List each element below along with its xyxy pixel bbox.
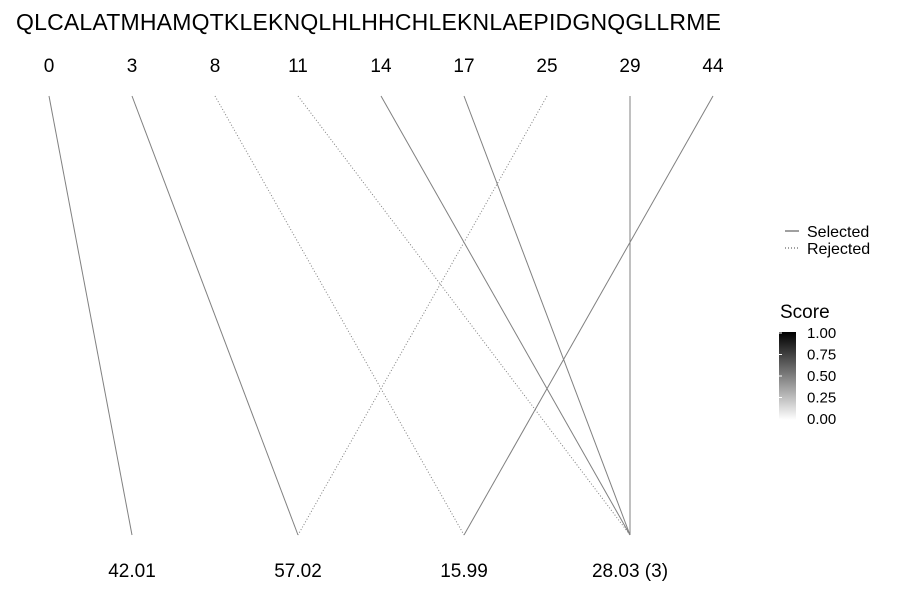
link-line-selected-8 bbox=[463, 95, 714, 536]
score-tick-label-2: 0.50 bbox=[807, 368, 836, 385]
top-position-labels: 0 3 8 11 14 17 25 29 44 bbox=[44, 56, 724, 77]
score-tick-label-3: 0.25 bbox=[807, 390, 836, 407]
bottom-label-2: 15.99 bbox=[440, 561, 488, 582]
bottom-mass-labels: 42.01 57.02 15.99 28.03 (3) bbox=[108, 561, 668, 582]
link-line-selected-1 bbox=[131, 95, 299, 536]
top-label-8: 44 bbox=[702, 56, 724, 77]
link-line-rejected-3 bbox=[297, 95, 631, 536]
link-line-selected-0 bbox=[48, 95, 133, 536]
top-label-7: 29 bbox=[619, 56, 640, 77]
score-tick-labels: 1.00 0.75 0.50 0.25 0.00 bbox=[779, 325, 836, 428]
score-colorbar: Score 1.00 0.75 0.50 0.25 0.00 bbox=[779, 302, 836, 428]
top-label-1: 3 bbox=[127, 56, 138, 77]
bottom-label-1: 57.02 bbox=[274, 561, 322, 582]
bottom-label-0: 42.01 bbox=[108, 561, 156, 582]
legend-selected-label: Selected bbox=[807, 224, 869, 241]
top-label-5: 17 bbox=[453, 56, 474, 77]
link-line-rejected-6 bbox=[297, 95, 548, 536]
top-label-3: 11 bbox=[288, 56, 308, 77]
score-tick-label-1: 0.75 bbox=[807, 347, 836, 364]
score-tick-label-0: 1.00 bbox=[807, 325, 836, 342]
link-line-selected-4 bbox=[380, 95, 631, 536]
link-line-rejected-2 bbox=[214, 95, 465, 536]
top-label-0: 0 bbox=[44, 56, 55, 77]
link-lines bbox=[48, 95, 714, 536]
top-label-4: 14 bbox=[370, 56, 392, 77]
top-label-2: 8 bbox=[210, 56, 221, 77]
score-gradient-bar bbox=[779, 332, 796, 420]
top-label-6: 25 bbox=[536, 56, 557, 77]
line-type-legend: Selected Rejected bbox=[785, 224, 870, 258]
legend-rejected-label: Rejected bbox=[807, 241, 870, 258]
sequence-text: QLCALATMHAMQTKLEKNQLHLHHCHLEKNLAEPIDGNQG… bbox=[16, 9, 721, 35]
link-line-selected-5 bbox=[463, 95, 631, 536]
bottom-label-3: 28.03 (3) bbox=[592, 561, 668, 582]
score-title: Score bbox=[780, 302, 830, 323]
score-tick-label-4: 0.00 bbox=[807, 411, 836, 428]
